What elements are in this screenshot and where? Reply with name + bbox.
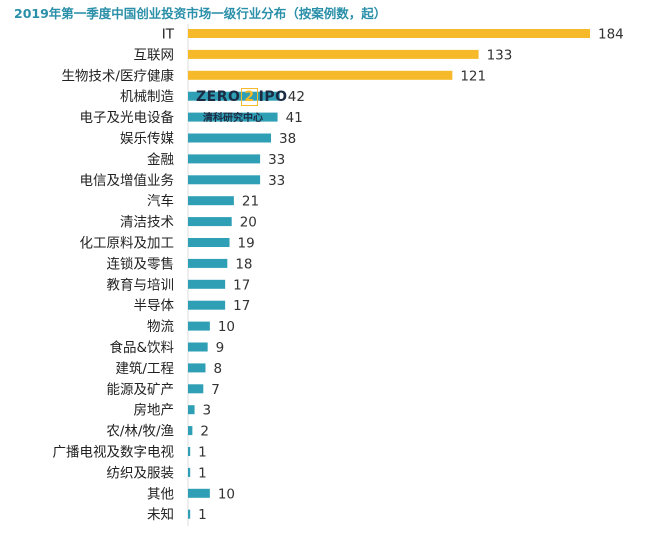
bar: [188, 175, 261, 185]
category-label: 广播电视及数字电视: [53, 445, 175, 461]
bar: [188, 321, 210, 331]
category-label: 化工原料及加工: [80, 236, 175, 252]
bar: [188, 133, 272, 143]
zero2ipo-logo: ZERO 2 IPO 清科研究中心: [196, 88, 288, 124]
category-label: 房地产: [134, 403, 175, 419]
logo-text-ipo: IPO: [258, 89, 288, 105]
category-label: 连锁及零售: [107, 256, 175, 272]
logo-text-zero: ZERO: [196, 89, 241, 105]
value-label: 38: [279, 131, 296, 147]
value-label: 20: [240, 215, 257, 231]
category-label: 纺织及服装: [107, 465, 175, 481]
category-label: 机械制造: [120, 89, 174, 105]
value-label: 18: [235, 256, 252, 272]
value-label: 1: [198, 507, 207, 523]
value-label: 19: [238, 236, 255, 252]
bar: [188, 363, 206, 373]
value-label: 1: [198, 465, 207, 481]
bar: [188, 467, 191, 477]
category-label: 生物技术/医疗健康: [61, 67, 174, 84]
category-label: 清洁技术: [120, 215, 174, 231]
value-label: 33: [268, 173, 285, 189]
bar: [188, 342, 208, 352]
bar: [188, 488, 210, 498]
bar: [188, 49, 479, 59]
bar: [188, 154, 261, 164]
bar: [188, 279, 226, 289]
value-label: 10: [218, 319, 235, 335]
value-label: 1: [198, 445, 207, 461]
bar: [188, 112, 278, 122]
bar: [188, 258, 228, 268]
bar: [188, 91, 280, 101]
category-label: 汽车: [147, 193, 174, 210]
bar: [188, 426, 193, 436]
bar: [188, 70, 453, 80]
bar: [188, 29, 590, 38]
category-label: 金融: [147, 152, 174, 168]
bar: [188, 384, 204, 394]
value-label: 133: [487, 47, 513, 63]
category-label: IT: [162, 27, 175, 43]
category-label: 电子及光电设备: [80, 109, 175, 126]
value-label: 17: [233, 298, 250, 314]
bar: [188, 405, 195, 415]
category-label: 农/林/牧/渔: [106, 424, 174, 440]
bar: [188, 509, 191, 519]
category-label: 其他: [147, 486, 174, 502]
category-label: 互联网: [134, 47, 175, 63]
value-label: 17: [233, 277, 250, 293]
bar: [188, 300, 226, 310]
category-label: 食品&饮料: [109, 339, 174, 356]
chart-title: 2019年第一季度中国创业投资市场一级行业分布（按案例数，起）: [14, 6, 387, 21]
value-label: 10: [218, 486, 235, 502]
logo-subtitle: 清科研究中心: [203, 113, 263, 124]
value-label: 7: [211, 382, 220, 398]
category-label: 娱乐传媒: [120, 131, 174, 147]
bar: [188, 217, 232, 227]
value-label: 184: [598, 27, 624, 43]
value-label: 21: [242, 194, 259, 210]
value-label: 121: [460, 68, 486, 84]
category-label: 半导体: [134, 298, 175, 314]
category-label: 电信及增值业务: [80, 173, 175, 189]
category-label: 能源及矿产: [107, 382, 175, 398]
value-label: 33: [268, 152, 285, 168]
category-label: 建筑/工程: [115, 361, 174, 377]
category-label: 物流: [147, 319, 174, 335]
bar: [188, 447, 191, 456]
category-label: 未知: [147, 506, 174, 523]
value-label: 41: [286, 110, 303, 126]
value-label: 9: [216, 340, 225, 356]
category-label: 教育与培训: [107, 277, 175, 293]
value-label: 2: [200, 424, 209, 440]
value-label: 42: [288, 89, 305, 105]
bar: [188, 196, 234, 206]
bar: [188, 238, 230, 247]
value-label: 8: [213, 361, 222, 377]
value-label: 3: [203, 403, 212, 419]
logo-digit: 2: [241, 88, 258, 106]
